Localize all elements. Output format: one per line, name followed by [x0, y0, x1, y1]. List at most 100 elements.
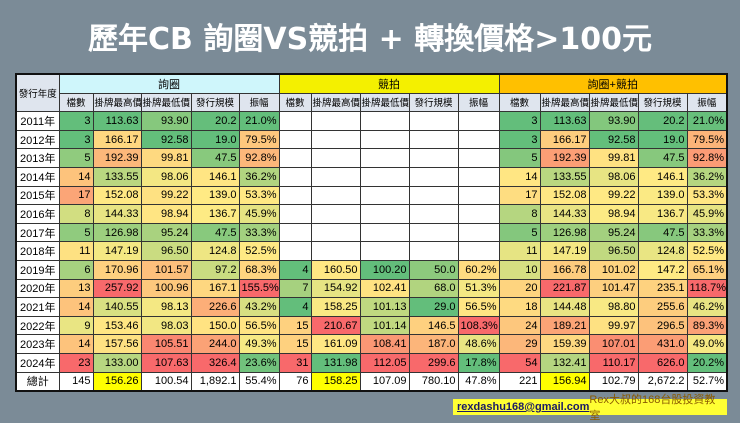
column-header: 檔數 [58, 92, 94, 113]
data-cell: 3 [58, 111, 94, 131]
total-cell: 158.25 [310, 371, 361, 392]
data-cell: 124.8 [190, 241, 240, 261]
empty-cell [408, 111, 459, 131]
data-cell: 192.39 [92, 148, 142, 168]
data-cell: 244.0 [190, 334, 240, 354]
empty-cell [278, 222, 312, 243]
data-cell: 20.2% [686, 352, 728, 373]
data-cell: 79.5% [686, 129, 728, 150]
data-cell: 47.5 [637, 222, 688, 243]
empty-cell [408, 148, 459, 168]
table-row: 2022年 9 153.46 98.03 150.0 56.5% 15 210.67 101.1… [15, 315, 728, 336]
data-cell: 24 [498, 315, 541, 336]
data-cell: 92.8% [686, 148, 728, 168]
total-cell: 780.10 [408, 371, 459, 392]
data-cell: 98.80 [588, 297, 639, 317]
data-cell: 170.96 [92, 259, 142, 280]
cb-comparison-table: 發行年度 詢圈 競拍 詢圈+競拍 檔數 掛牌最高價 掛牌最低價 發行規模 振幅 檔數 掛牌最… [15, 73, 729, 393]
data-cell: 45.9% [238, 204, 280, 224]
column-header: 掛牌最高價 [310, 92, 361, 113]
data-cell: 49.3% [238, 334, 280, 354]
total-cell: 1,892.1 [190, 371, 240, 392]
data-cell: 20.2 [190, 111, 240, 131]
table-row: 2016年 8 144.33 98.94 136.7 45.9% 8 144.33 98.94 1… [15, 204, 728, 224]
data-cell: 226.6 [190, 297, 240, 317]
data-cell: 101.57 [140, 259, 192, 280]
data-cell: 52.5% [686, 241, 728, 261]
data-cell: 49.0% [686, 334, 728, 354]
data-cell: 133.00 [92, 352, 142, 373]
data-cell: 154.92 [310, 278, 361, 299]
year-cell: 2011年 [15, 111, 60, 131]
empty-cell [278, 111, 312, 131]
data-cell: 23 [58, 352, 94, 373]
empty-cell [457, 204, 500, 224]
data-cell: 113.63 [539, 111, 590, 131]
data-cell: 155.5% [238, 278, 280, 299]
data-cell: 14 [58, 297, 94, 317]
empty-cell [310, 166, 361, 187]
data-cell: 166.17 [539, 129, 590, 150]
data-cell: 43.2% [238, 297, 280, 317]
data-cell: 14 [498, 166, 541, 187]
data-cell: 100.20 [359, 259, 410, 280]
data-cell: 136.7 [190, 204, 240, 224]
data-cell: 95.24 [588, 222, 639, 243]
year-cell: 2022年 [15, 315, 60, 336]
data-cell: 626.0 [637, 352, 688, 373]
data-cell: 23.6% [238, 352, 280, 373]
data-cell: 21.0% [238, 111, 280, 131]
data-cell: 4 [278, 297, 312, 317]
empty-cell [310, 129, 361, 150]
contact-email[interactable]: rexdashu168@gmail.com [457, 401, 590, 413]
data-cell: 92.8% [238, 148, 280, 168]
empty-cell [359, 241, 410, 261]
data-cell: 14 [58, 166, 94, 187]
total-cell: 107.09 [359, 371, 410, 392]
year-cell: 2020年 [15, 278, 60, 299]
data-cell: 160.50 [310, 259, 361, 280]
empty-cell [457, 241, 500, 261]
group-header-combined: 詢圈+競拍 [498, 73, 728, 94]
total-cell: 55.4% [238, 371, 280, 392]
empty-cell [310, 241, 361, 261]
column-header: 發行規模 [408, 92, 459, 113]
data-cell: 99.81 [140, 148, 192, 168]
data-cell: 255.6 [637, 297, 688, 317]
year-cell: 2021年 [15, 297, 60, 317]
data-cell: 6 [58, 259, 94, 280]
empty-cell [457, 129, 500, 150]
total-cell: 221 [498, 371, 541, 392]
empty-cell [408, 204, 459, 224]
data-cell: 56.5% [238, 315, 280, 336]
data-cell: 221.87 [539, 278, 590, 299]
data-cell: 92.58 [588, 129, 639, 150]
empty-cell [310, 204, 361, 224]
data-cell: 110.17 [588, 352, 639, 373]
empty-cell [310, 222, 361, 243]
data-cell: 99.22 [588, 185, 639, 206]
total-cell: 156.94 [539, 371, 590, 392]
data-cell: 45.9% [686, 204, 728, 224]
data-cell: 47.5 [190, 222, 240, 243]
data-cell: 189.21 [539, 315, 590, 336]
table-row: 2024年 23 133.00 107.63 326.4 23.6% 31 131.98 112… [15, 352, 728, 373]
data-cell: 146.1 [190, 166, 240, 187]
data-cell: 3 [498, 111, 541, 131]
total-label: 總計 [15, 371, 60, 392]
data-cell: 95.24 [140, 222, 192, 243]
data-cell: 147.19 [539, 241, 590, 261]
column-header: 掛牌最低價 [359, 92, 410, 113]
data-cell: 36.2% [238, 166, 280, 187]
data-cell: 158.25 [310, 297, 361, 317]
data-cell: 98.94 [140, 204, 192, 224]
table-row: 2020年 13 257.92 100.96 167.1 155.5% 7 154.92 102… [15, 278, 728, 299]
empty-cell [359, 111, 410, 131]
data-cell: 131.98 [310, 352, 361, 373]
column-header: 振幅 [686, 92, 728, 113]
data-cell: 50.0 [408, 259, 459, 280]
data-cell: 118.7% [686, 278, 728, 299]
table-row: 2014年 14 133.55 98.06 146.1 36.2% 14 133.55 98.0… [15, 166, 728, 187]
data-cell: 79.5% [238, 129, 280, 150]
data-cell: 126.98 [92, 222, 142, 243]
